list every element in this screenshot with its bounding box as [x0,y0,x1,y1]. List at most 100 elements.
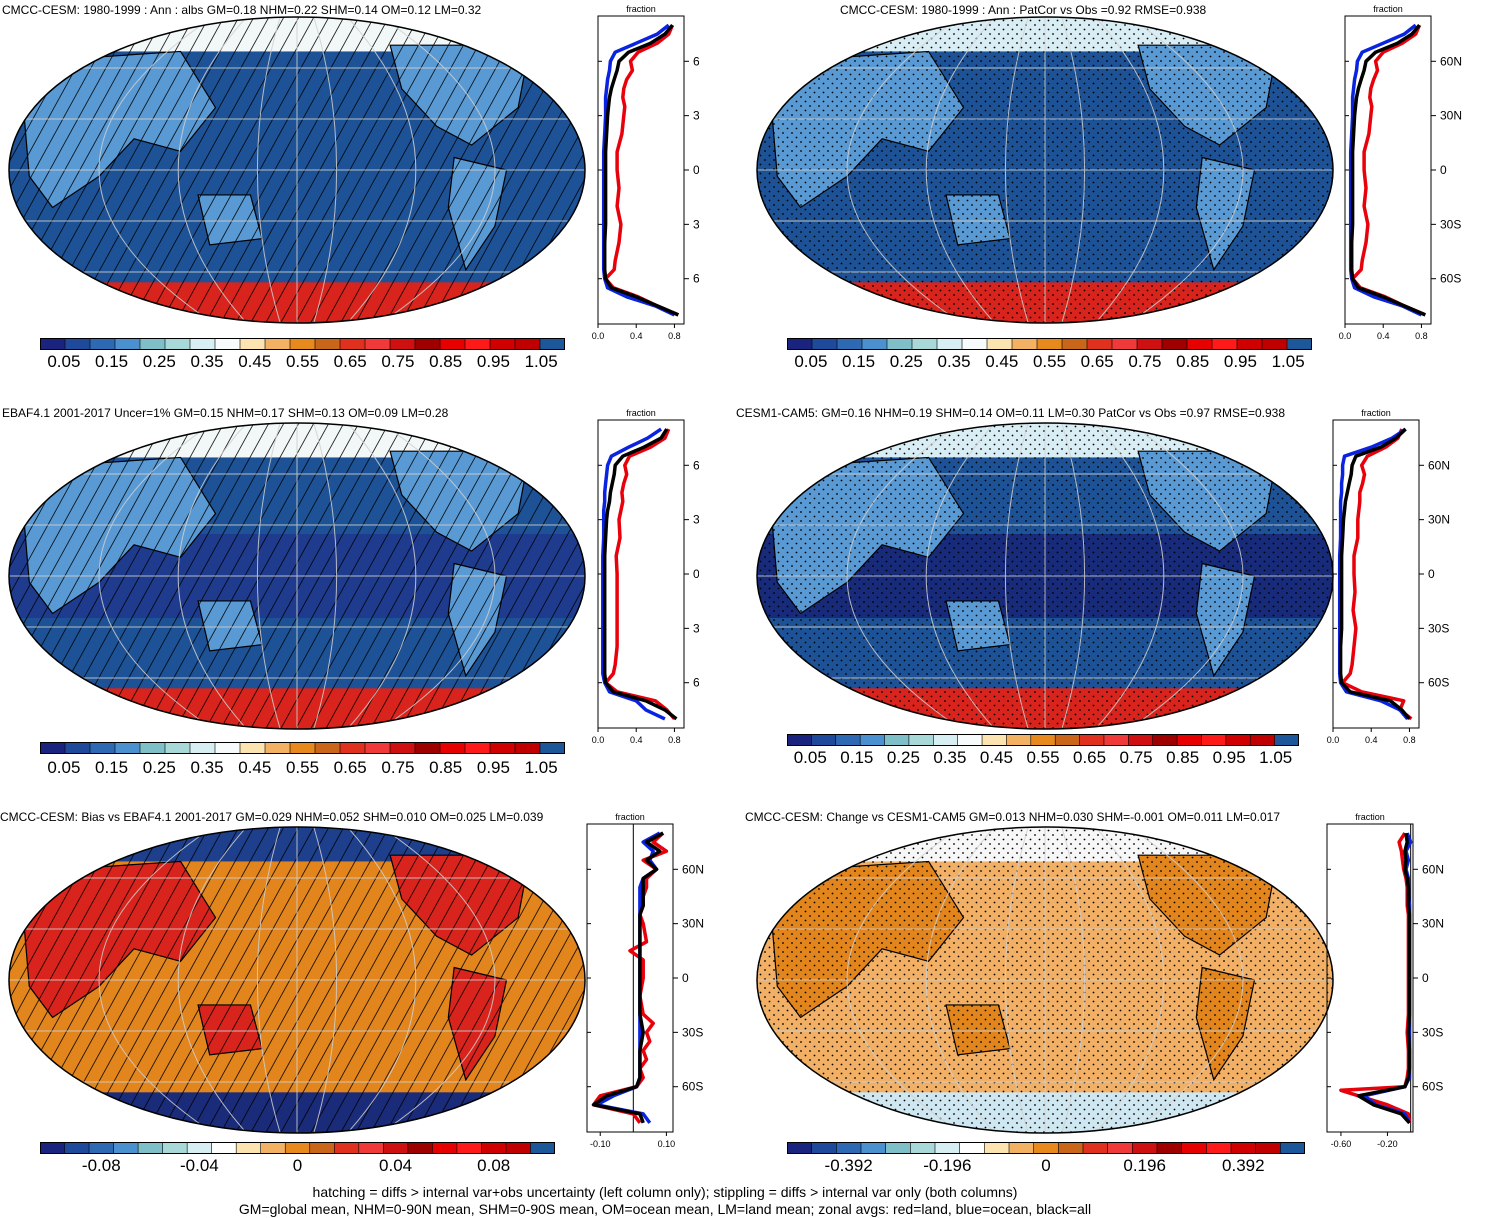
colorbar-labels: 0.05 0.15 0.25 0.35 0.45 0.55 0.65 0.75 0.85 0.95… [787,748,1299,770]
colorbar-label: 0.65 [333,352,367,371]
map-field [757,423,1333,729]
colorbar-swatch [165,742,191,754]
map-border [8,422,586,730]
colorbar-swatch [64,1142,90,1154]
lat-label: 60S [693,676,699,690]
colorbar-label: 0.196 [1123,1156,1166,1175]
continent-0 [22,50,217,209]
colorbar-swatch [190,742,216,754]
colorbar-swatch [787,338,813,350]
colorbar-swatch [1187,338,1213,350]
x-tick-label: 0.0 [592,735,605,745]
colorbar-label: 0.35 [190,352,224,371]
x-tick-label: 0.8 [1415,331,1428,341]
colorbar-swatch [265,338,291,350]
graticule [757,827,1333,1133]
colorbar-frame [40,742,565,754]
colorbar-swatch [40,1142,66,1154]
colorbar-label: 0.15 [95,352,129,371]
colorbar-swatch [787,734,812,746]
colorbar-swatch [1201,734,1227,746]
x-tick-label: -0.20 [1377,1139,1398,1149]
lat-label: 30N [1422,917,1444,931]
panel-title: CMCC-CESM: Bias vs EBAF4.1 2001-2017 GM=… [0,810,544,824]
colorbar-swatch [1062,338,1088,350]
zonal-frame [597,419,685,729]
zonal-series-2 [1356,832,1412,1125]
colorbar-swatch [358,1142,384,1154]
colorbar-swatch [962,338,988,350]
map-field [9,423,585,729]
lat-label: 30N [682,917,704,931]
colorbar-labels: 0.05 0.15 0.25 0.35 0.45 0.55 0.65 0.75 0.85 0.95… [787,352,1312,374]
colorbar-swatch [1157,1142,1183,1154]
colorbar-label: 0.55 [1026,748,1060,767]
colorbar-swatch [481,1142,507,1154]
colorbar-label: 0.65 [1080,352,1114,371]
colorbar-swatch [140,742,166,754]
colorbar-swatch [1206,1142,1232,1154]
zonal-series-2 [1338,427,1411,721]
map-border [8,826,586,1134]
colorbar-swatch [1112,338,1138,350]
colorbar [787,338,1312,350]
lat-label: 60N [1440,54,1462,68]
colorbar-swatch [465,338,491,350]
lat-label: 30S [693,621,699,635]
colorbar-label: -0.392 [824,1156,873,1175]
colorbar-swatch [415,742,441,754]
colorbar-swatch [505,1142,531,1154]
colorbar-label: 0.65 [1072,748,1107,767]
graticule [9,423,585,729]
colorbar-swatch [236,1142,262,1154]
colorbar-swatch [440,742,466,754]
colorbar-swatch [456,1142,482,1154]
colorbar-label: 0.45 [238,758,272,777]
colorbar-swatch [836,1142,862,1154]
zonal-plot: fraction 60N 30N 0 30S 60S -0.10 0.10 [586,812,704,1149]
map [756,16,1334,324]
colorbar-swatch [290,742,316,754]
colorbar-swatch [1058,1142,1084,1154]
colorbar-swatch [290,338,316,350]
x-tick-label: 0.0 [1339,331,1352,341]
x-tick-label: -0.10 [590,1139,611,1149]
colorbar-swatch [115,338,141,350]
colorbar-swatch [383,1142,409,1154]
colorbar-swatch [1162,338,1188,350]
colorbar-label: 0.45 [238,352,272,371]
colorbar-swatch [490,338,516,350]
map-field [9,17,585,323]
zonal-frame [586,823,674,1133]
lat-label: 60N [693,458,699,472]
map [8,16,586,324]
colorbar-label: 0.55 [285,758,320,777]
colorbar-labels: -0.08 -0.04 0 0.04 0.08 [40,1156,555,1178]
colorbar-label: 0.75 [1119,748,1153,767]
lat-label: 60N [693,54,699,68]
lat-label: 60S [1422,1080,1443,1094]
continent-3 [447,966,508,1082]
colorbar-label: 0.55 [1032,352,1067,371]
map-border [756,826,1334,1134]
panel-title: CMCC-CESM: Change vs CESM1-CAM5 GM=0.013… [745,810,1280,824]
colorbar-swatch [190,338,216,350]
colorbar-swatch [265,742,291,754]
colorbar-swatch [490,742,516,754]
colorbar-swatch [1177,734,1202,746]
colorbar-label: 0.95 [1212,748,1246,767]
lat-label: 0 [1428,567,1435,581]
lat-label: 30S [1428,621,1449,635]
colorbar-swatch [285,1142,311,1154]
colorbar-label: 0.55 [285,352,320,371]
colorbar-swatch [984,1142,1010,1154]
colorbar-label: 0.75 [1128,352,1162,371]
panel-title: CESM1-CAM5: GM=0.16 NHM=0.19 SHM=0.14 OM… [736,406,1286,420]
colorbar-frame [40,1142,555,1154]
colorbar-swatch [440,338,466,350]
colorbar-label: 0.95 [476,758,510,777]
colorbar-swatch [862,338,888,350]
colorbar-swatch [1225,734,1251,746]
colorbar-labels: -0.392 -0.196 0 0.196 0.392 [787,1156,1305,1178]
colorbar-label: 0.75 [381,352,415,371]
